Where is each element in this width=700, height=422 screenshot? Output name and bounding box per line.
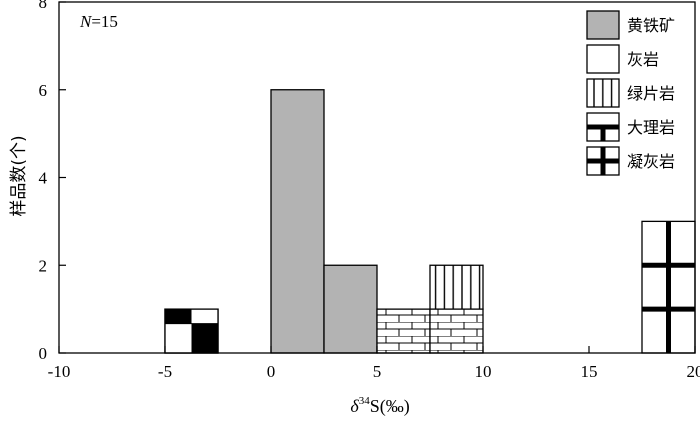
x-title-unit: S(‰) [370, 396, 410, 417]
bar-fill [586, 44, 620, 74]
y-tick-label: 8 [39, 0, 48, 12]
x-tick-label: 10 [475, 362, 492, 381]
legend-item-灰岩: 灰岩 [586, 44, 659, 74]
legend-swatch [586, 146, 620, 176]
x-tick-label: -10 [48, 362, 71, 381]
bar-大理岩-1 [429, 308, 484, 354]
legend-item-绿片岩: 绿片岩 [586, 78, 675, 108]
legend-swatch [586, 78, 620, 108]
x-tick-label: 20 [687, 362, 700, 381]
bar-黄铁矿-1 [323, 264, 378, 354]
bar-fill [376, 308, 431, 354]
legend-swatch [586, 112, 620, 142]
legend-label: 大理岩 [627, 118, 675, 137]
x-tick-label: 0 [267, 362, 276, 381]
bar-fill [586, 78, 620, 108]
y-tick-label: 0 [39, 344, 48, 363]
y-tick-label: 4 [39, 169, 48, 188]
legend-item-黄铁矿: 黄铁矿 [586, 10, 675, 40]
legend-swatch [586, 10, 620, 40]
x-title-delta: δ [350, 396, 359, 416]
x-axis-title: δ34S(‰) [350, 395, 409, 417]
legend-label: 绿片岩 [627, 84, 675, 103]
legend-item-大理岩: 大理岩 [586, 112, 675, 142]
legend-label: 黄铁矿 [627, 16, 675, 35]
bar-fill [429, 264, 484, 310]
legend-label: 凝灰岩 [627, 152, 675, 171]
legend-label: 灰岩 [627, 50, 659, 69]
y-tick-label: 6 [39, 81, 48, 100]
legend-item-凝灰岩: 凝灰岩 [586, 146, 675, 176]
y-tick-label: 2 [39, 256, 48, 275]
legend-swatch [586, 44, 620, 74]
annotation-value: =15 [91, 12, 118, 31]
y-axis-title: 样品数(个) [9, 135, 29, 216]
x-tick-label: -5 [158, 362, 172, 381]
bar-fill [323, 264, 378, 354]
x-tick-label: 15 [581, 362, 598, 381]
bar-fill [270, 89, 325, 354]
bar-黄铁矿-0 [270, 89, 325, 354]
bar-凝灰岩-1 [641, 220, 696, 354]
bar-fill [586, 10, 620, 40]
bar-大理岩-0 [376, 308, 431, 354]
bar-checker-overlay [164, 308, 219, 354]
bar-block [165, 309, 192, 324]
bar-绿片岩-0 [429, 264, 484, 310]
x-tick-label: 5 [373, 362, 382, 381]
bar-block [191, 323, 218, 353]
bar-fill [429, 308, 484, 354]
sample-count-annotation: N=15 [79, 12, 118, 31]
x-title-superscript: 34 [359, 395, 371, 407]
annotation-n: N [79, 12, 93, 31]
